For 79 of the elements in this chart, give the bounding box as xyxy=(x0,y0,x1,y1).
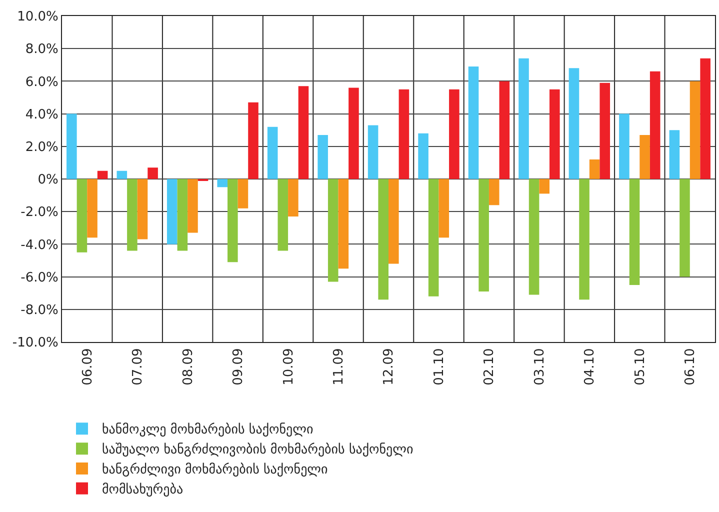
y-tick-label: -4.0% xyxy=(20,238,58,253)
x-tick-label: 04.10 xyxy=(582,348,598,386)
bar xyxy=(318,134,328,179)
bar xyxy=(398,89,410,179)
x-tick-label: 06.10 xyxy=(683,348,698,386)
x-tick-label: 11.09 xyxy=(331,348,346,386)
bar xyxy=(378,179,388,300)
bar xyxy=(248,102,258,179)
bar xyxy=(348,88,359,179)
bar xyxy=(66,114,77,179)
bar xyxy=(428,179,439,296)
bar xyxy=(177,179,188,251)
bar xyxy=(188,179,198,233)
bar xyxy=(228,179,238,262)
bar xyxy=(328,179,338,282)
bar xyxy=(629,179,640,285)
bar xyxy=(690,81,700,179)
bar xyxy=(589,159,600,179)
bar xyxy=(499,81,510,179)
x-tick-label: 05.10 xyxy=(632,348,648,386)
bar xyxy=(579,179,590,300)
bar xyxy=(137,179,148,240)
x-tick-label: 07.09 xyxy=(130,348,146,386)
x-tick-label: 03.10 xyxy=(532,348,548,386)
bar xyxy=(97,170,108,179)
x-tick-label: 09.09 xyxy=(231,348,246,386)
y-tick-label: -8.0% xyxy=(20,302,58,318)
x-tick-label: 01.10 xyxy=(432,348,447,386)
bar xyxy=(528,179,540,295)
bar xyxy=(549,89,560,179)
legend-label: ხანმოკლე მოხმარების საქონელი xyxy=(102,422,314,438)
x-tick-label: 08.09 xyxy=(180,348,196,386)
bar xyxy=(449,89,460,179)
bar xyxy=(539,179,550,194)
bar xyxy=(267,126,278,179)
bar xyxy=(680,179,690,277)
y-tick-label: -2.0% xyxy=(20,205,58,220)
bar xyxy=(298,86,309,179)
bar xyxy=(468,66,479,179)
y-tick-label: 10.0% xyxy=(17,10,58,25)
bar xyxy=(238,179,248,208)
y-tick-label: 4.0% xyxy=(25,107,58,122)
bar xyxy=(478,179,489,292)
x-tick-label: 06.09 xyxy=(80,348,96,386)
y-tick-label: -10.0% xyxy=(12,336,58,351)
bar xyxy=(518,58,529,179)
y-tick-label: 8.0% xyxy=(25,42,58,58)
bar xyxy=(600,82,610,179)
bar xyxy=(700,58,710,179)
y-tick-label: 6.0% xyxy=(25,74,58,90)
bar xyxy=(278,179,288,251)
bar xyxy=(568,68,580,179)
bar xyxy=(418,133,428,179)
bar xyxy=(640,134,650,179)
bar xyxy=(148,168,158,179)
bar xyxy=(87,179,98,238)
bar xyxy=(438,179,450,238)
legend-label: საშუალო ხანგრძლივობის მოხმარების საქონელი xyxy=(102,442,414,458)
bar xyxy=(669,130,680,179)
bar xyxy=(288,179,298,216)
bar xyxy=(166,179,178,244)
y-tick-label: -6.0% xyxy=(20,270,58,286)
x-tick-label: 12.09 xyxy=(382,348,397,386)
bar xyxy=(650,71,660,179)
legend-label: ხანგრძლივი მოხმარების საქონელი xyxy=(102,462,328,478)
bar xyxy=(127,179,138,251)
bar xyxy=(368,125,378,179)
bar xyxy=(76,179,88,252)
bar xyxy=(116,170,128,179)
y-tick-label: 2.0% xyxy=(25,140,58,155)
bar xyxy=(619,114,630,179)
x-tick-label: 10.09 xyxy=(281,348,296,386)
bar xyxy=(388,179,399,264)
bar xyxy=(338,179,349,269)
bar xyxy=(217,179,228,188)
legend-label: მომსახურება xyxy=(102,482,184,498)
x-tick-label: 02.10 xyxy=(482,348,498,386)
y-tick-label: 0% xyxy=(38,172,58,188)
bar xyxy=(488,179,500,206)
